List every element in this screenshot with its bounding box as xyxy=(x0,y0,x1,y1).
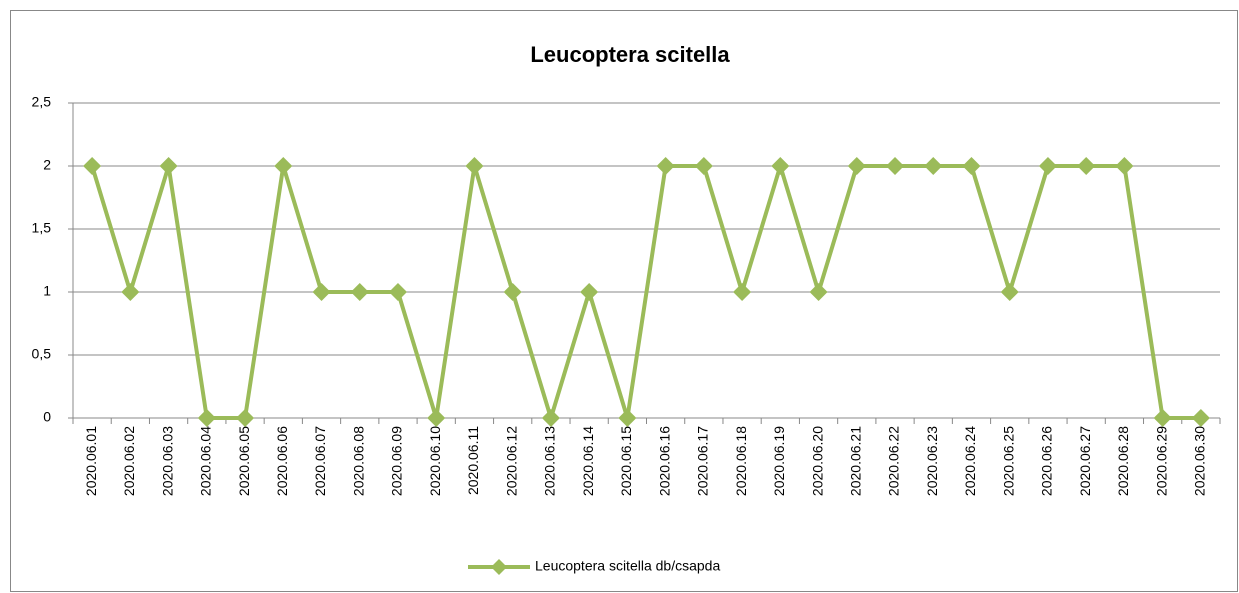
marker xyxy=(733,283,752,301)
x-tick-label: 2020.06.09 xyxy=(389,426,405,496)
marker xyxy=(388,283,407,301)
x-tick-label: 2020.06.24 xyxy=(962,426,978,496)
x-tick-label: 2020.06.07 xyxy=(312,426,328,496)
x-tick-label: 2020.06.30 xyxy=(1192,426,1208,496)
x-tick-label: 2020.06.25 xyxy=(1000,426,1016,496)
marker xyxy=(771,157,790,175)
x-tick-label: 2020.06.14 xyxy=(580,426,596,496)
x-tick-label: 2020.06.15 xyxy=(618,426,634,496)
marker xyxy=(274,157,293,175)
marker xyxy=(886,157,905,175)
x-tick-label: 2020.06.13 xyxy=(542,426,558,496)
marker xyxy=(350,283,369,301)
marker xyxy=(1115,157,1134,175)
marker xyxy=(503,283,522,301)
x-tick-label: 2020.06.03 xyxy=(159,426,175,496)
marker xyxy=(465,157,484,175)
x-tick-label: 2020.06.10 xyxy=(427,426,443,496)
marker xyxy=(541,409,560,427)
x-tick-label: 2020.06.28 xyxy=(1115,426,1131,496)
marker xyxy=(962,157,981,175)
y-tick-label: 2 xyxy=(43,157,51,173)
marker xyxy=(580,283,599,301)
legend-label: Leucoptera scitella db/csapda xyxy=(535,558,720,574)
x-tick-label: 2020.06.17 xyxy=(695,426,711,496)
x-tick-label: 2020.06.26 xyxy=(1039,426,1055,496)
x-tick-label: 2020.06.16 xyxy=(656,426,672,496)
marker xyxy=(809,283,828,301)
marker xyxy=(236,409,255,427)
marker xyxy=(121,283,140,301)
y-tick-label: 1,5 xyxy=(32,220,52,236)
x-tick-label: 2020.06.29 xyxy=(1153,426,1169,496)
marker xyxy=(694,157,713,175)
marker xyxy=(618,409,637,427)
y-tick-label: 0,5 xyxy=(32,346,52,362)
x-tick-label: 2020.06.22 xyxy=(886,426,902,496)
x-tick-label: 2020.06.23 xyxy=(924,426,940,496)
y-tick-label: 2,5 xyxy=(32,94,52,110)
x-tick-label: 2020.06.11 xyxy=(465,426,481,495)
marker xyxy=(1000,283,1019,301)
x-tick-label: 2020.06.19 xyxy=(771,426,787,496)
chart-frame xyxy=(10,10,1238,592)
marker xyxy=(656,157,675,175)
x-tick-label: 2020.06.21 xyxy=(847,426,863,496)
marker xyxy=(197,409,216,427)
legend-marker xyxy=(491,559,507,575)
x-tick-label: 2020.06.08 xyxy=(350,426,366,496)
marker xyxy=(1077,157,1096,175)
marker xyxy=(1038,157,1057,175)
chart-title: Leucoptera scitella xyxy=(530,42,730,67)
marker xyxy=(83,157,102,175)
marker xyxy=(847,157,866,175)
y-tick-label: 1 xyxy=(43,283,51,299)
x-tick-label: 2020.06.18 xyxy=(733,426,749,496)
marker xyxy=(159,157,178,175)
marker xyxy=(1191,409,1210,427)
x-tick-label: 2020.06.02 xyxy=(121,426,137,496)
x-tick-label: 2020.06.27 xyxy=(1077,426,1093,496)
x-tick-label: 2020.06.12 xyxy=(503,426,519,496)
x-tick-label: 2020.06.05 xyxy=(236,426,252,496)
x-tick-label: 2020.06.04 xyxy=(198,426,214,496)
marker xyxy=(427,409,446,427)
y-tick-label: 0 xyxy=(43,409,51,425)
series-line xyxy=(90,164,1201,420)
x-tick-label: 2020.06.20 xyxy=(809,426,825,496)
x-tick-label: 2020.06.06 xyxy=(274,426,290,496)
marker xyxy=(1153,409,1172,427)
x-tick-label: 2020.06.01 xyxy=(83,426,99,496)
marker xyxy=(312,283,331,301)
marker xyxy=(924,157,943,175)
